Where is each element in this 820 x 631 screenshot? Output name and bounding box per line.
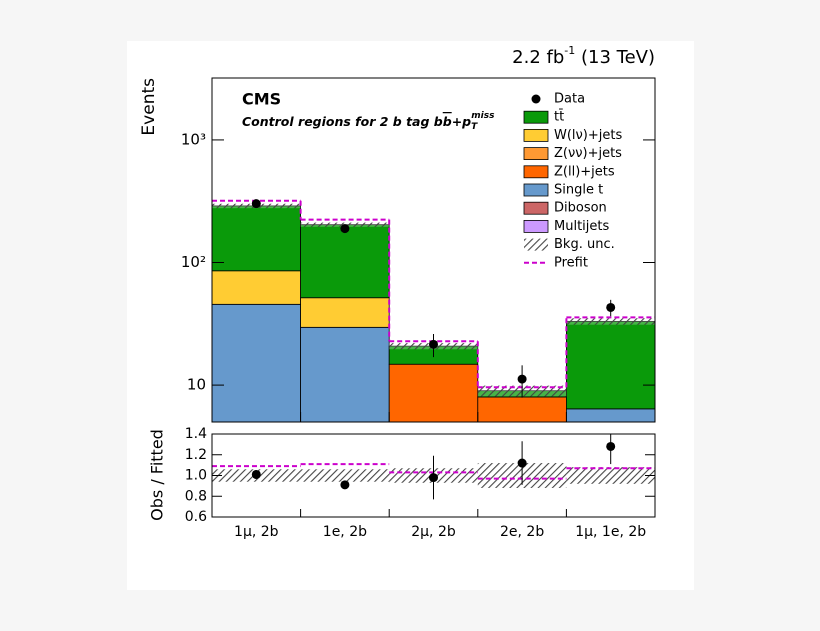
ratio-point: [251, 469, 261, 479]
y-tick-label: 0.6: [185, 509, 207, 525]
stack-segment: [211, 270, 301, 305]
subtitle-bbar: b: [443, 114, 452, 129]
legend-marker: [531, 94, 541, 104]
y-tick-label: 10³: [181, 130, 206, 148]
legend-swatch: [523, 147, 549, 161]
lumi-main: 2.2 fb: [512, 47, 564, 68]
plots: 10 10² 10³ Data tt̄ W(lν)+jets Z(νν)+jets Z(ll)…: [181, 77, 656, 540]
subtitle-sup: miss: [471, 111, 495, 121]
data-point: [251, 199, 261, 209]
stack-segment: [477, 396, 567, 423]
legend-label: Prefit: [554, 255, 588, 270]
ratio-y-axis-label: Obs / Fitted: [148, 429, 167, 521]
stack-segment: [300, 224, 390, 299]
cms-label: CMS: [242, 90, 281, 109]
subtitle-sub: T: [471, 122, 478, 132]
y-tick-label: 1.0: [185, 468, 207, 484]
y-tick-label: 10²: [181, 253, 206, 271]
legend-label: Multijets: [554, 219, 609, 234]
ratio-point: [606, 441, 616, 451]
legend-swatch: [523, 183, 549, 197]
y-tick-label: 1.4: [185, 426, 207, 442]
x-tick-label: 2e, 2b: [500, 524, 544, 540]
legend-label: Bkg. unc.: [554, 237, 615, 252]
data-point: [517, 374, 527, 384]
legend-label: Diboson: [554, 201, 607, 216]
lumi-sup: -1: [564, 44, 575, 57]
x-tick-label: 1μ, 2b: [234, 524, 279, 540]
y-axis-label: Events: [139, 78, 159, 136]
lumi-label: 2.2 fb-1 (13 TeV): [512, 44, 655, 68]
x-tick-label: 1μ, 1e, 2b: [575, 524, 646, 540]
stack-segment: [211, 205, 301, 272]
legend-label: Single t: [554, 183, 603, 198]
legend-swatch: [523, 219, 549, 233]
legend-label: Data: [554, 92, 585, 107]
ratio-point: [517, 458, 527, 468]
legend-label: tt̄: [554, 109, 564, 124]
y-tick-label: 0.8: [185, 488, 207, 504]
subtitle-main: Control regions for 2 b tag b: [242, 114, 443, 129]
uncertainty-band: [566, 318, 655, 325]
ratio-point: [429, 473, 438, 483]
legend-swatch: [523, 110, 549, 124]
stack-segment: [566, 408, 656, 423]
legend-label: Z(νν)+jets: [554, 146, 622, 161]
subtitle-plus: +p: [452, 114, 471, 129]
legend-label: W(lν)+jets: [554, 128, 622, 143]
subtitle: Control regions for 2 b tag bb+pTmiss: [242, 111, 495, 132]
data-point: [606, 302, 616, 312]
uncertainty-band: [566, 467, 655, 484]
y-tick-label: 1.2: [185, 447, 207, 463]
data-point: [429, 339, 438, 349]
legend-swatch: [524, 238, 548, 251]
x-tick-label: 1e, 2b: [323, 524, 367, 540]
lumi-energy: (13 TeV): [581, 47, 655, 68]
data-point: [340, 224, 350, 234]
plot-frame: [211, 77, 656, 423]
stack-segment: [300, 297, 390, 328]
stack-segment: [388, 363, 479, 423]
legend-swatch: [523, 165, 549, 179]
stack-segment: [211, 303, 301, 423]
legend-swatch: [523, 128, 549, 142]
ratio-point: [340, 480, 350, 490]
stack-segment: [566, 320, 656, 410]
legend-swatch: [523, 201, 549, 215]
stack-segment: [300, 326, 390, 423]
y-tick-label: 10: [187, 376, 206, 394]
legend-label: Z(ll)+jets: [554, 164, 615, 179]
uncertainty-band: [300, 469, 390, 482]
x-tick-label: 2μ, 2b: [411, 524, 456, 540]
